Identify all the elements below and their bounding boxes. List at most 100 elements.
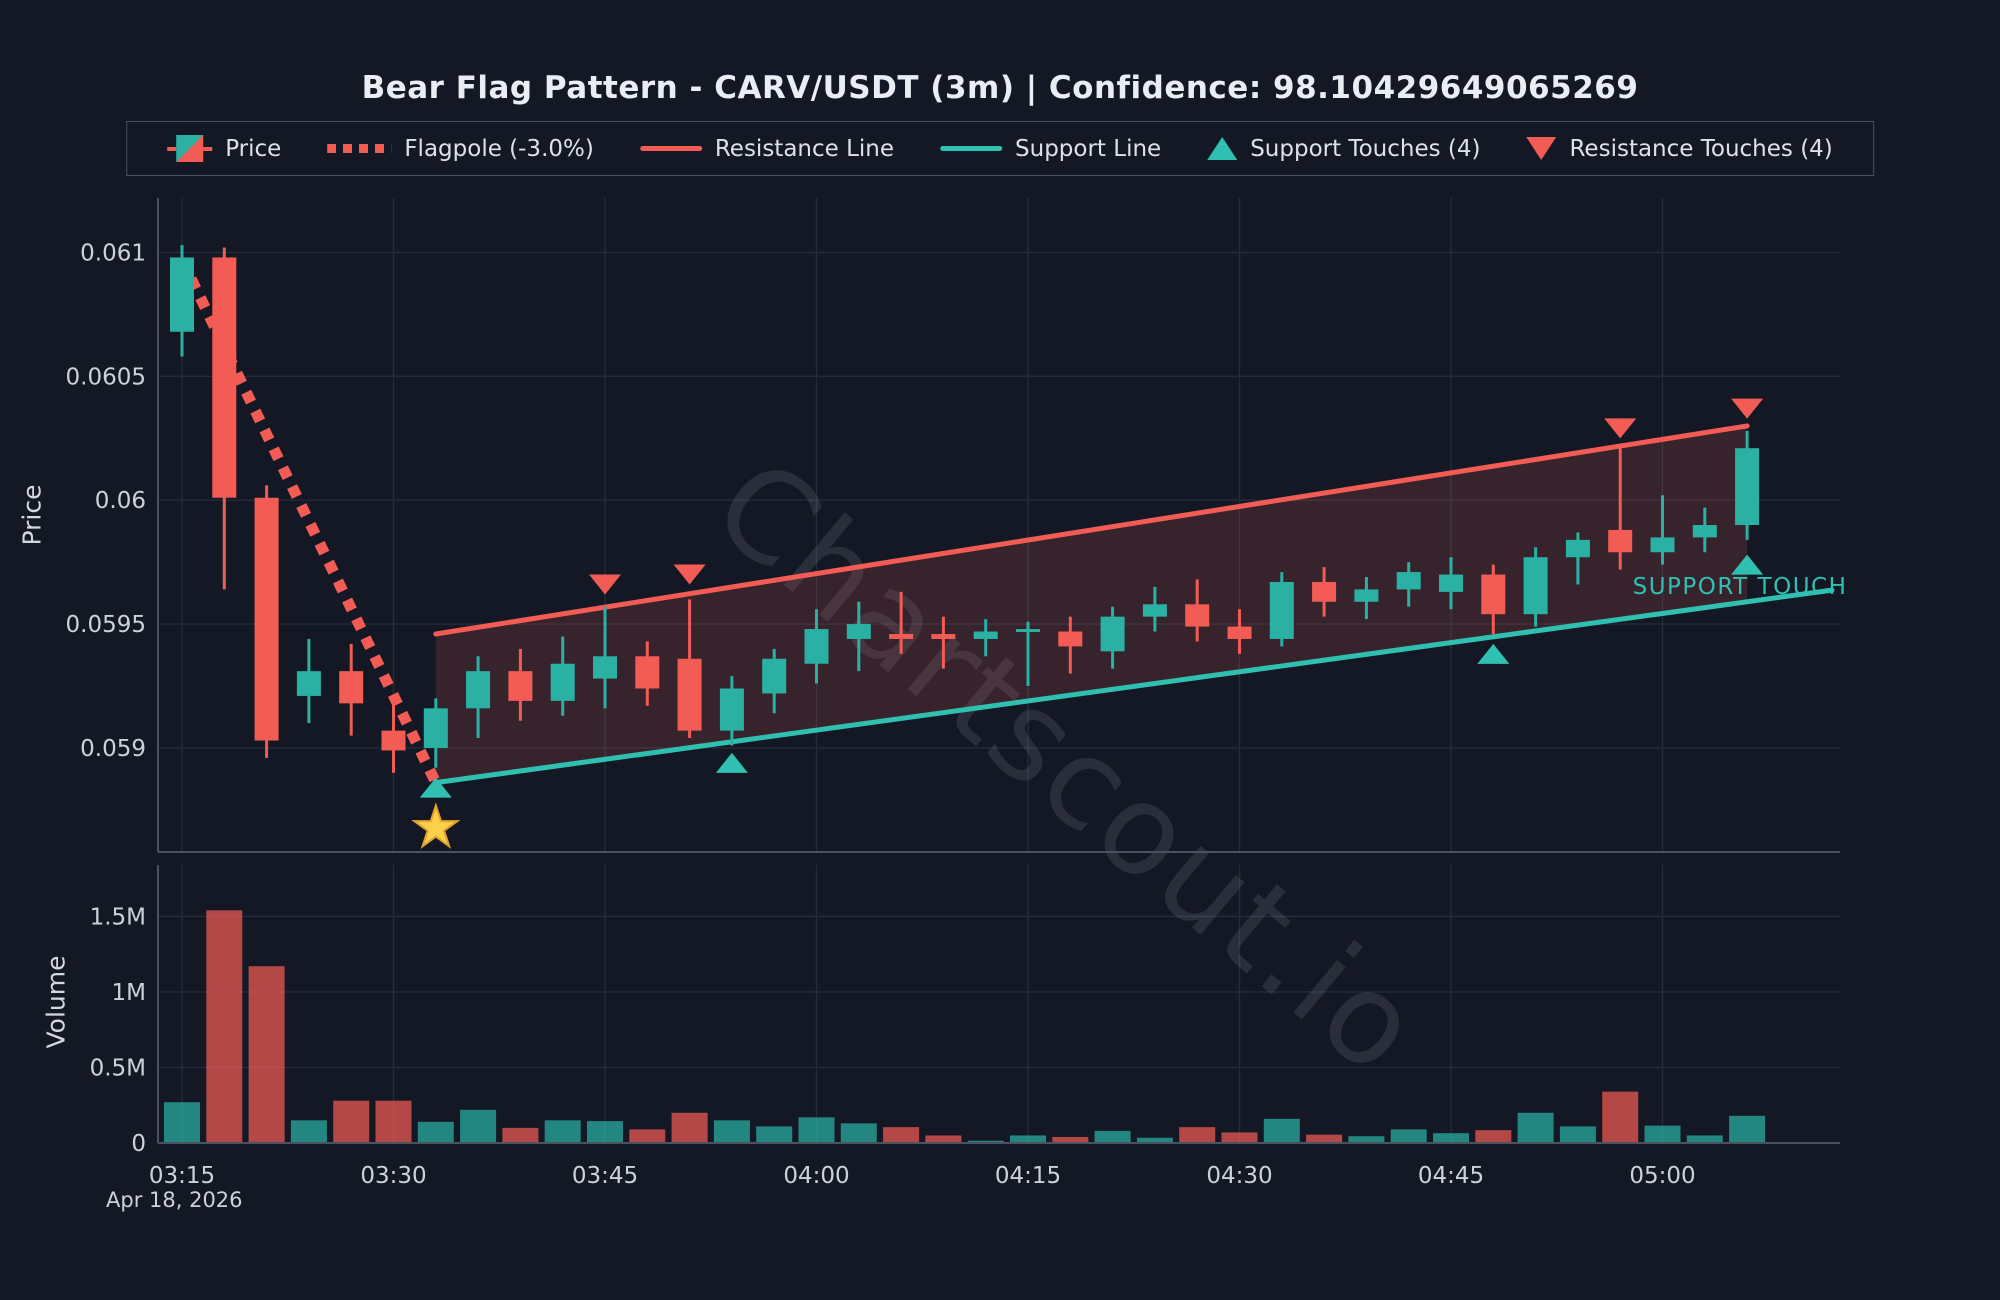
candlestick-icon	[167, 135, 213, 162]
time-tick-label: 03:45	[572, 1163, 638, 1189]
candle-body	[1185, 604, 1210, 627]
candle-body	[339, 671, 364, 704]
candle-body	[973, 631, 998, 639]
candle-body	[762, 658, 787, 694]
legend-item-support-touches[interactable]: Support Touches (4)	[1207, 136, 1480, 162]
flagpole-line	[177, 257, 441, 786]
volume-bar	[1052, 1136, 1089, 1143]
legend-label-price: Price	[225, 135, 282, 162]
x-axis-date-label: Apr 18, 2026	[106, 1188, 243, 1212]
resistance-touch-marker	[1731, 398, 1764, 419]
time-tick-label: 04:15	[995, 1163, 1061, 1189]
volume-bar	[1094, 1130, 1131, 1143]
resistance-line-icon	[639, 146, 702, 151]
candle-body	[1523, 557, 1548, 615]
chart-title: Bear Flag Pattern - CARV/USDT (3m) | Con…	[361, 70, 1639, 106]
legend: Price Flagpole (-3.0%) Resistance Line S…	[126, 121, 1874, 176]
volume-bar	[840, 1123, 877, 1143]
support-touch-marker	[715, 752, 748, 773]
support-touch-marker	[419, 777, 452, 798]
candle-body	[466, 671, 491, 709]
legend-item-resistance-line[interactable]: Resistance Line	[639, 135, 895, 162]
volume-bar	[756, 1126, 793, 1143]
volume-bar	[1221, 1132, 1258, 1143]
triangle-down-icon	[1526, 137, 1557, 160]
dotted-line-icon	[327, 144, 392, 153]
volume-bar	[502, 1127, 539, 1143]
legend-label-resistance-line: Resistance Line	[714, 135, 895, 162]
volume-tick-label: 0.5M	[90, 1055, 146, 1081]
candle-body	[1058, 631, 1083, 647]
candle-body	[550, 663, 575, 701]
candle-body	[719, 688, 744, 731]
candle-body	[1354, 589, 1379, 602]
volume-tick-label: 0	[131, 1131, 146, 1157]
volume-bar	[713, 1120, 750, 1143]
candle-body	[677, 658, 702, 731]
price-tick-label: 0.0595	[66, 612, 146, 638]
candle-body	[931, 634, 956, 639]
legend-item-resistance-touches[interactable]: Resistance Touches (4)	[1526, 135, 1833, 162]
candle-body	[1100, 616, 1125, 652]
resistance-touch-marker	[589, 574, 621, 595]
time-tick-label: 04:30	[1206, 1163, 1272, 1189]
support-touch-marker	[1731, 554, 1764, 575]
candle-body-icon	[176, 135, 204, 162]
volume-bar	[883, 1127, 920, 1143]
volume-bar	[1390, 1129, 1427, 1143]
volume-bar	[164, 1102, 200, 1143]
triangle-up-icon	[1207, 137, 1238, 160]
candle-body	[1692, 525, 1717, 538]
support-touch-label: SUPPORT TOUCH	[1633, 574, 1848, 600]
volume-bar	[1644, 1125, 1681, 1143]
candle-body	[381, 730, 406, 751]
candle-body	[1481, 574, 1506, 615]
volume-bar	[671, 1112, 708, 1143]
legend-label-support-touches: Support Touches (4)	[1250, 135, 1481, 162]
volume-tick-label: 1.5M	[90, 904, 146, 930]
time-tick-label: 04:00	[783, 1163, 849, 1189]
star-marker: ★	[411, 795, 461, 860]
candle-body	[889, 634, 914, 639]
legend-item-support-line[interactable]: Support Line	[940, 136, 1161, 162]
legend-label-flagpole: Flagpole (-3.0%)	[404, 135, 594, 162]
volume-tick-label: 1M	[112, 980, 146, 1006]
candle-wick-left-icon	[167, 146, 177, 151]
volume-bar	[1686, 1135, 1723, 1143]
support-line	[433, 587, 1835, 786]
time-tick-label: 04:45	[1418, 1163, 1484, 1189]
legend-label-support-line: Support Line	[1015, 135, 1162, 162]
legend-label-resistance-touches: Resistance Touches (4)	[1569, 135, 1833, 162]
volume-bar	[1348, 1136, 1385, 1143]
legend-item-price[interactable]: Price	[167, 135, 281, 162]
candle-body	[254, 497, 279, 741]
volume-bar	[248, 966, 285, 1143]
volume-bar	[629, 1129, 666, 1143]
volume-bar	[290, 1120, 327, 1143]
volume-bar	[1306, 1134, 1343, 1143]
volume-bar	[1517, 1112, 1554, 1143]
candle-body	[212, 257, 237, 498]
volume-bar	[417, 1121, 454, 1143]
time-tick-label: 03:30	[360, 1163, 426, 1189]
volume-bar	[375, 1100, 412, 1143]
price-tick-label: 0.06	[95, 488, 146, 514]
candle-body	[1650, 537, 1675, 553]
volume-bar	[1263, 1118, 1300, 1143]
volume-bar	[544, 1120, 581, 1143]
resistance-line	[433, 423, 1750, 637]
price-tick-label: 0.059	[80, 736, 146, 762]
candle-body	[1608, 529, 1633, 553]
candle-body	[846, 624, 871, 639]
candle-wick-right-icon	[203, 146, 213, 151]
volume-bar	[925, 1135, 962, 1143]
candle-body	[508, 671, 533, 701]
support-line-icon	[940, 146, 1003, 151]
candle-body	[1142, 604, 1167, 617]
volume-bar	[333, 1100, 370, 1143]
legend-item-flagpole[interactable]: Flagpole (-3.0%)	[327, 136, 594, 162]
candle-body	[1312, 581, 1337, 602]
price-tick-label: 0.0605	[66, 364, 146, 390]
candle-body	[593, 656, 617, 679]
